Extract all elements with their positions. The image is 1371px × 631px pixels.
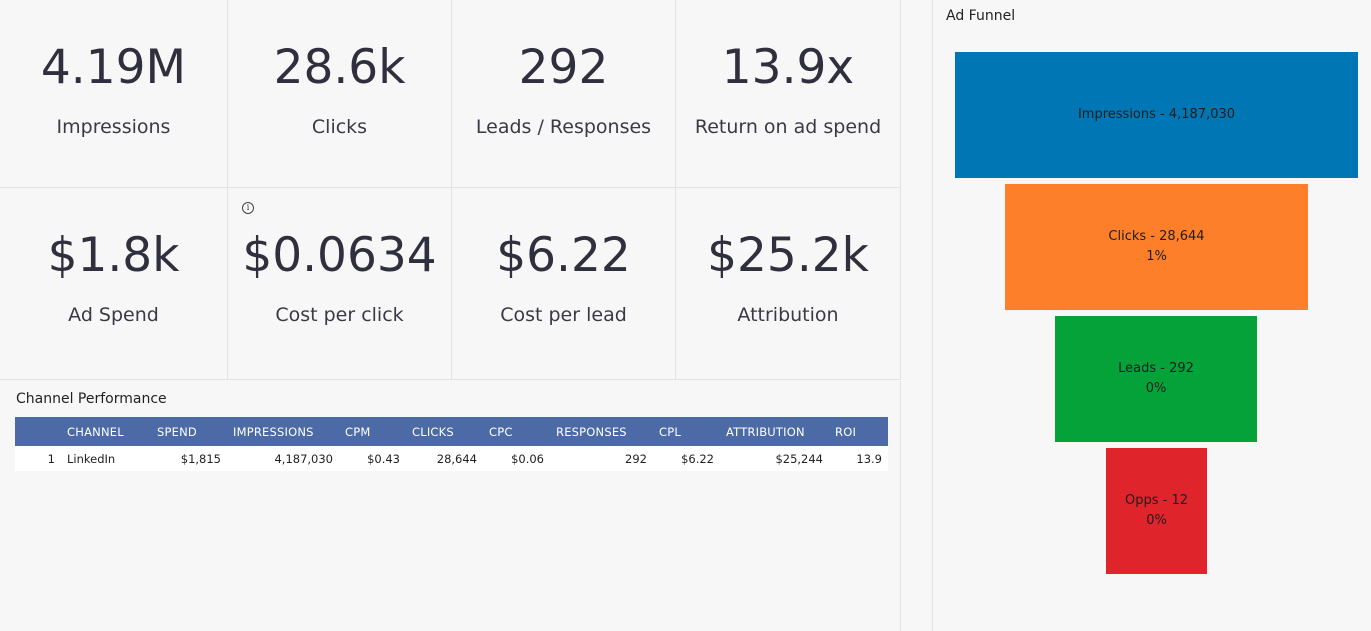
- kpi-label: Attribution: [737, 304, 839, 326]
- channel-performance-table: CHANNEL SPEND IMPRESSIONS CPM CLICKS CPC…: [15, 417, 888, 471]
- column-header-cpc[interactable]: CPC: [489, 424, 513, 439]
- cell-attribution: $25,244: [720, 446, 829, 471]
- kpi-value: $1.8k: [47, 228, 180, 283]
- kpi-label: Clicks: [311, 116, 368, 138]
- kpi-grid: 4.19M Impressions 28.6k Clicks 292 Leads…: [0, 0, 901, 380]
- kpi-value: $25.2k: [707, 228, 869, 283]
- section-title: Channel Performance: [16, 391, 167, 407]
- column-header-clicks[interactable]: CLICKS: [412, 424, 454, 439]
- funnel-stage-impressions[interactable]: Impressions - 4,187,030: [955, 52, 1358, 178]
- column-header-responses[interactable]: RESPONSES: [556, 424, 627, 439]
- funnel-stage-leads[interactable]: Leads - 292 0%: [1055, 316, 1257, 442]
- kpi-value: $6.22: [496, 228, 631, 283]
- cell-channel: LinkedIn: [61, 446, 151, 471]
- cell-responses: 292: [550, 446, 653, 471]
- kpi-attribution[interactable]: $25.2k Attribution: [676, 188, 900, 380]
- kpi-value: $0.0634: [242, 228, 437, 283]
- kpi-roas[interactable]: 13.9x Return on ad spend: [676, 0, 900, 188]
- kpi-cost-per-click[interactable]: i $0.0634 Cost per click: [228, 188, 452, 380]
- kpi-value: 28.6k: [273, 40, 406, 95]
- cell-cpm: $0.43: [339, 446, 406, 471]
- cell-spend: $1,815: [151, 446, 227, 471]
- kpi-label: Return on ad spend: [694, 116, 882, 138]
- column-header-index: [15, 417, 61, 446]
- column-header-spend[interactable]: SPEND: [157, 424, 197, 439]
- kpi-label: Leads / Responses: [475, 116, 652, 138]
- kpi-leads[interactable]: 292 Leads / Responses: [452, 0, 676, 188]
- kpi-impressions[interactable]: 4.19M Impressions: [0, 0, 228, 188]
- cell-clicks: 28,644: [406, 446, 483, 471]
- funnel-stage-label: Impressions - 4,187,030: [1077, 107, 1236, 122]
- panel-divider: [932, 0, 933, 631]
- kpi-label: Impressions: [56, 116, 171, 138]
- column-header-channel[interactable]: CHANNEL: [67, 424, 124, 439]
- info-icon[interactable]: i: [242, 202, 254, 214]
- funnel-stage-label: Clicks - 28,644: [1108, 229, 1205, 244]
- funnel-stage-label: Opps - 12: [1124, 493, 1188, 508]
- funnel-stage-pct: 1%: [1146, 249, 1167, 264]
- cell-roi: 13.9: [829, 446, 888, 471]
- kpi-label: Cost per click: [275, 304, 404, 326]
- kpi-value: 292: [518, 40, 609, 95]
- kpi-cost-per-lead[interactable]: $6.22 Cost per lead: [452, 188, 676, 380]
- ad-funnel-title: Ad Funnel: [946, 8, 1016, 24]
- kpi-value: 4.19M: [40, 40, 187, 95]
- table-header-row: CHANNEL SPEND IMPRESSIONS CPM CLICKS CPC…: [15, 417, 888, 446]
- funnel-stage-clicks[interactable]: Clicks - 28,644 1%: [1005, 184, 1308, 310]
- funnel-stage-label: Leads - 292: [1118, 361, 1194, 376]
- kpi-label: Cost per lead: [500, 304, 627, 326]
- kpi-clicks[interactable]: 28.6k Clicks: [228, 0, 452, 188]
- column-header-cpm[interactable]: CPM: [345, 424, 371, 439]
- cell-cpl: $6.22: [653, 446, 720, 471]
- column-header-attribution[interactable]: ATTRIBUTION: [726, 424, 805, 439]
- funnel-stage-opps[interactable]: Opps - 12 0%: [1106, 448, 1207, 574]
- column-header-impressions[interactable]: IMPRESSIONS: [233, 424, 314, 439]
- kpi-value: 13.9x: [721, 40, 855, 95]
- row-index: 1: [15, 446, 61, 471]
- table-row[interactable]: 1 LinkedIn $1,815 4,187,030 $0.43 28,644…: [15, 446, 888, 471]
- column-header-roi[interactable]: ROI: [835, 424, 857, 439]
- cell-cpc: $0.06: [483, 446, 550, 471]
- channel-performance-panel: Channel Performance CHANNEL SPEND IMPRES…: [0, 381, 901, 631]
- cell-impressions: 4,187,030: [227, 446, 339, 471]
- funnel-stage-pct: 0%: [1146, 513, 1167, 528]
- column-header-cpl[interactable]: CPL: [659, 424, 681, 439]
- funnel-stage-pct: 0%: [1145, 381, 1167, 396]
- kpi-ad-spend[interactable]: $1.8k Ad Spend: [0, 188, 228, 380]
- kpi-label: Ad Spend: [68, 304, 159, 326]
